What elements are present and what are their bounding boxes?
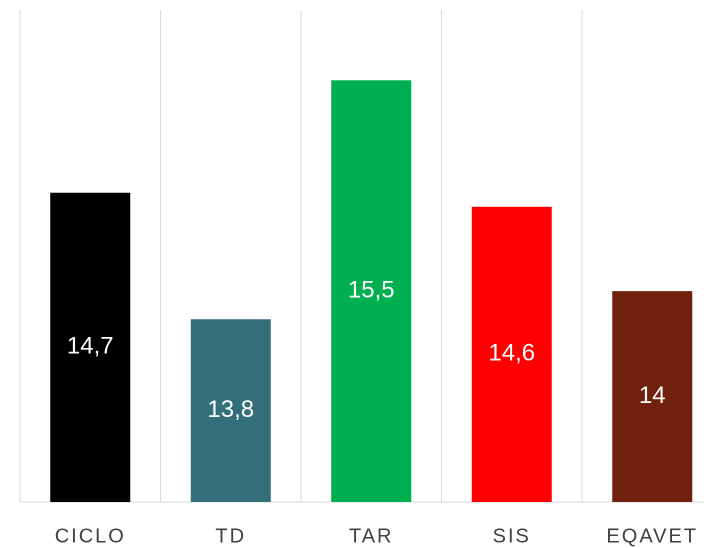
bar (190, 319, 271, 502)
bar (50, 192, 131, 502)
x-tick-label: TD (215, 525, 246, 547)
data-label: 14 (639, 382, 666, 409)
data-label: 13,8 (207, 396, 254, 423)
x-tick-label: TAR (349, 525, 394, 547)
x-tick-label: CICLO (55, 525, 126, 547)
bar (612, 291, 693, 502)
bar (331, 80, 412, 503)
bar (471, 206, 552, 503)
data-label: 14,7 (67, 333, 114, 360)
x-tick-label: SIS (493, 525, 531, 547)
data-label: 15,5 (348, 276, 395, 303)
x-tick-label: EQAVET (606, 525, 698, 547)
data-label: 14,6 (488, 340, 535, 367)
